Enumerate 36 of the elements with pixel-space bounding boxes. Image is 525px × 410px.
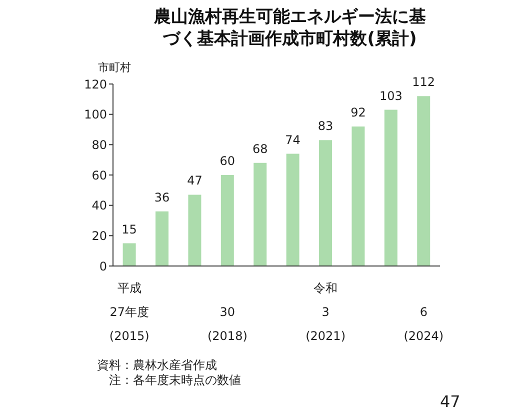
bar xyxy=(352,126,365,266)
y-axis-title: 市町村 xyxy=(98,60,131,75)
y-tick-label: 100 xyxy=(84,108,107,122)
data-label: 112 xyxy=(412,75,436,90)
y-tick-label: 120 xyxy=(84,77,107,92)
bar xyxy=(122,243,136,266)
bar xyxy=(384,110,398,266)
data-label: 15 xyxy=(122,222,137,236)
y-tick-label: 20 xyxy=(92,228,107,243)
bar xyxy=(220,175,234,266)
x-tick-label: 平成 27年度 (2015) xyxy=(109,281,150,343)
y-tick-label: 80 xyxy=(92,138,107,152)
data-label: 47 xyxy=(187,174,202,188)
chart-title: 農山漁村再生可能エネルギー法に基づく基本計画作成市町村数(累計) xyxy=(152,6,427,50)
y-tick-label: 0 xyxy=(99,259,107,274)
bar xyxy=(286,154,300,266)
bar xyxy=(156,211,169,266)
text: 資料：農林水産省作成 xyxy=(97,357,217,374)
bar xyxy=(254,162,267,266)
text: 47 xyxy=(440,392,460,410)
data-label: 36 xyxy=(154,190,170,204)
bar xyxy=(417,96,430,266)
y-tick-label: 40 xyxy=(92,198,107,213)
y-tick-label: 60 xyxy=(92,168,107,182)
data-label: 83 xyxy=(318,119,334,134)
bar xyxy=(188,194,202,266)
x-tick-label: 令和 3 (2021) xyxy=(306,281,346,343)
data-label: 74 xyxy=(285,132,300,147)
x-tick-label: 30 (2018) xyxy=(207,305,248,343)
data-label: 92 xyxy=(350,105,366,120)
text: 注：各年度末時点の数値 xyxy=(108,372,241,389)
data-label: 103 xyxy=(379,88,402,103)
data-label: 68 xyxy=(252,142,268,156)
bar xyxy=(319,140,332,266)
data-label: 60 xyxy=(220,154,236,168)
x-tick-label: 6 (2024) xyxy=(404,305,444,343)
